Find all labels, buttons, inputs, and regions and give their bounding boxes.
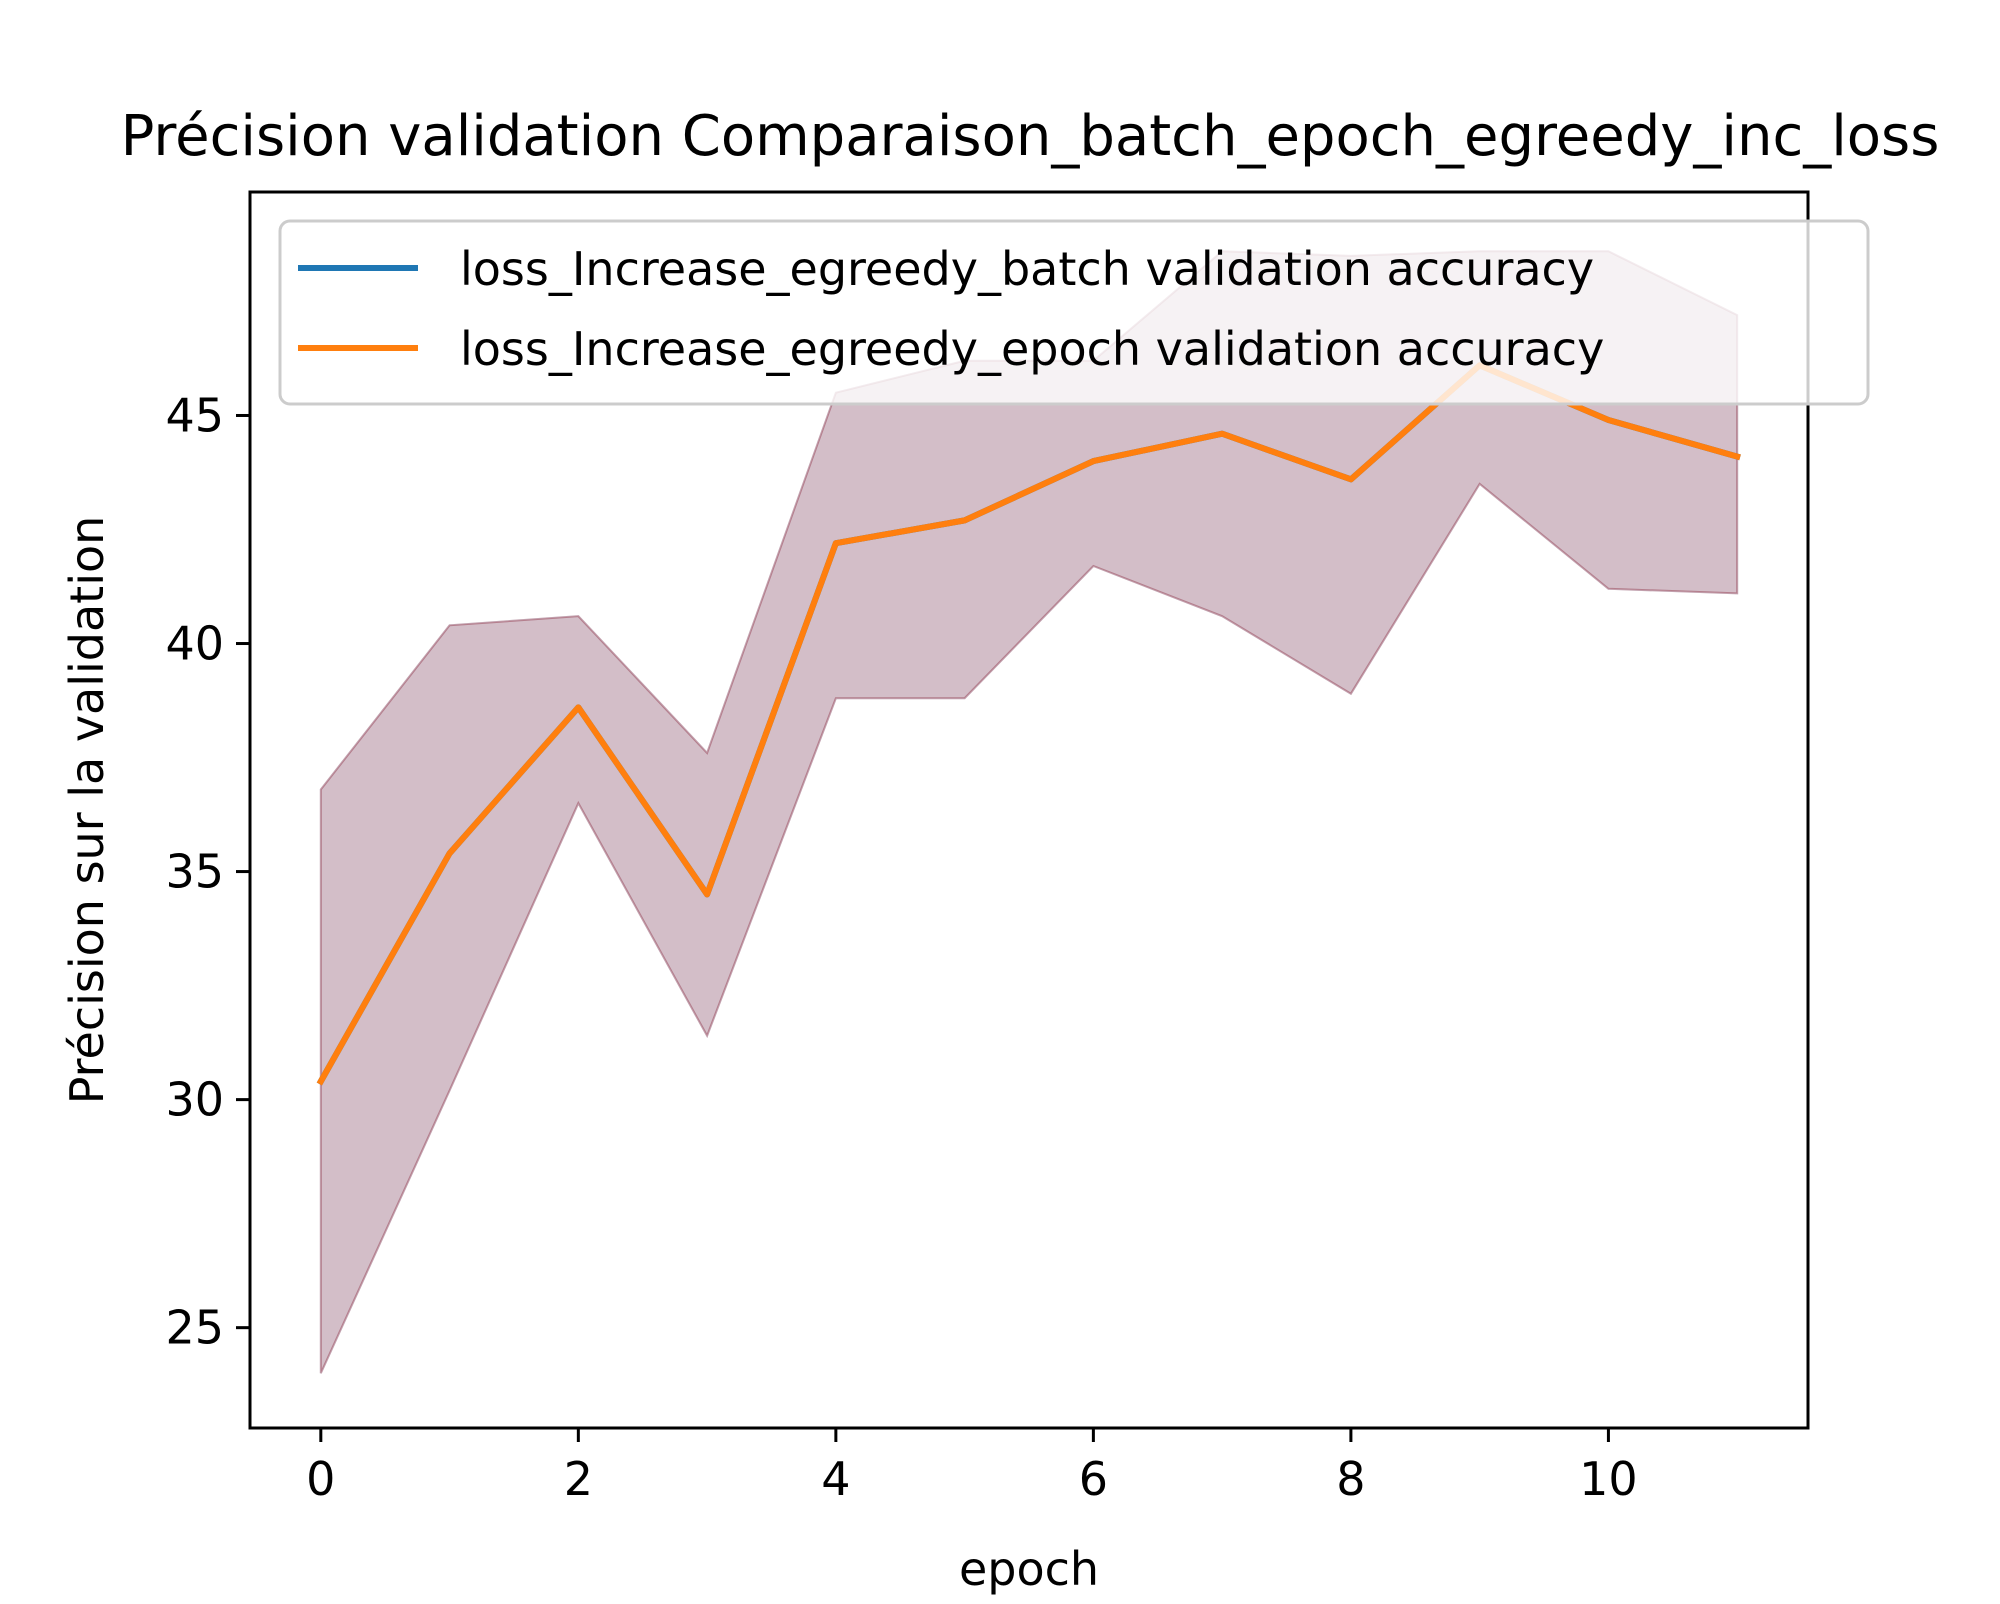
x-axis-label: epoch <box>959 1542 1099 1596</box>
y-tick-label: 30 <box>165 1073 224 1127</box>
y-tick-label: 40 <box>165 617 224 671</box>
y-tick-label: 45 <box>165 388 224 442</box>
x-tick-label: 6 <box>1079 1452 1108 1506</box>
x-tick-label: 2 <box>564 1452 593 1506</box>
chart-title: Précision validation Comparaison_batch_e… <box>121 104 1940 169</box>
y-tick-label: 35 <box>165 845 224 899</box>
legend-label-epoch: loss_Increase_egreedy_epoch validation a… <box>460 322 1604 376</box>
x-tick-label: 10 <box>1579 1452 1638 1506</box>
x-tick-label: 0 <box>306 1452 335 1506</box>
x-tick-label: 4 <box>821 1452 850 1506</box>
legend-label-batch: loss_Increase_egreedy_batch validation a… <box>460 242 1594 296</box>
y-axis-label: Précision sur la validation <box>60 516 114 1105</box>
y-tick-label: 25 <box>165 1301 224 1355</box>
x-tick-label: 8 <box>1336 1452 1365 1506</box>
legend: loss_Increase_egreedy_batch validation a… <box>280 221 1868 404</box>
